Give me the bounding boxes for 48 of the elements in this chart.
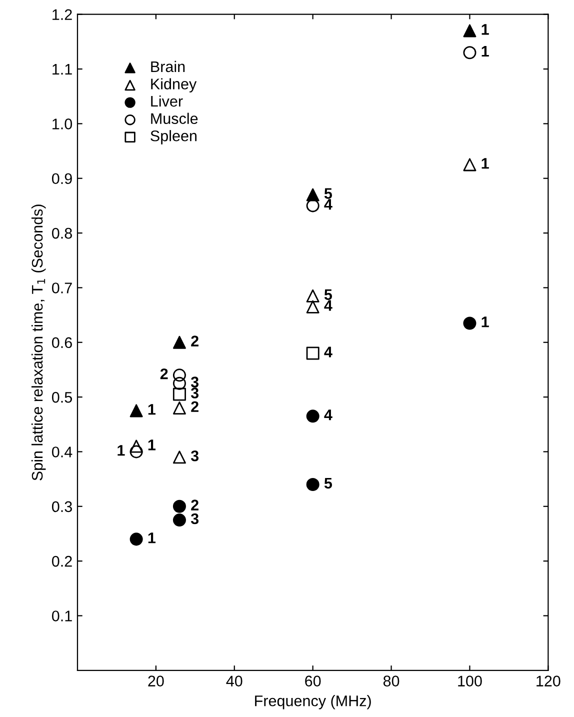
- annotation: 1: [148, 440, 156, 450]
- y-tick-label: 1.0: [52, 118, 72, 130]
- legend-label: Liver: [151, 95, 183, 107]
- annotation: 1: [148, 404, 156, 415]
- legend-label: Muscle: [151, 112, 198, 124]
- y-tick-label: 0.3: [52, 501, 72, 512]
- x-tick-label: 80: [383, 676, 400, 686]
- legend-label: Kidney: [151, 78, 197, 92]
- x-tick-label: 120: [536, 676, 560, 686]
- annotation: 3: [190, 513, 199, 524]
- annotation: 1: [482, 316, 489, 328]
- x-tick-label: 100: [458, 676, 482, 686]
- annotation: 1: [482, 24, 489, 35]
- y-tick-label: 0.1: [52, 610, 72, 622]
- annotation: 1: [482, 158, 489, 169]
- annotation: 3: [190, 376, 199, 388]
- annotation: 5: [324, 188, 332, 199]
- x-axis-title: Frequency (MHz): [255, 695, 371, 710]
- y-tick-label: 1.2: [52, 9, 72, 20]
- annotation: 1: [118, 445, 125, 456]
- x-tick-label: 20: [148, 676, 164, 686]
- y-tick-label: 0.2: [52, 556, 72, 567]
- y-tick-label: 1.1: [52, 64, 72, 75]
- annotation: 4: [324, 199, 332, 210]
- annotation: 3: [190, 450, 199, 462]
- annotation: 3: [190, 388, 199, 398]
- y-axis-title: Spin lattice relaxation time, T$_{1}$ (Seconds): [31, 204, 46, 480]
- y-tick-label: 0.7: [52, 282, 72, 294]
- annotation: 1: [148, 532, 156, 544]
- y-tick-label: 0.8: [52, 228, 72, 239]
- annotation: 5: [324, 289, 332, 300]
- annotation: 2: [191, 401, 198, 412]
- y-tick-label: 0.9: [52, 173, 72, 184]
- legend-label: Spleen: [150, 130, 196, 144]
- annotation: 2: [191, 500, 198, 510]
- annotation: 4: [324, 410, 332, 420]
- annotation: 2: [160, 368, 168, 380]
- annotation: 4: [324, 346, 332, 358]
- x-tick-label: 40: [226, 676, 242, 686]
- y-tick-label: 0.4: [52, 446, 72, 458]
- x-tick-label: 60: [305, 676, 321, 686]
- legend-label: Brain: [151, 60, 185, 72]
- annotation: 5: [324, 478, 332, 489]
- y-tick-label: 0.5: [52, 392, 72, 403]
- y-tick-label: 0.6: [52, 337, 72, 348]
- annotation: 4: [324, 300, 332, 311]
- annotation: 1: [482, 46, 489, 57]
- annotation: 2: [191, 336, 198, 346]
